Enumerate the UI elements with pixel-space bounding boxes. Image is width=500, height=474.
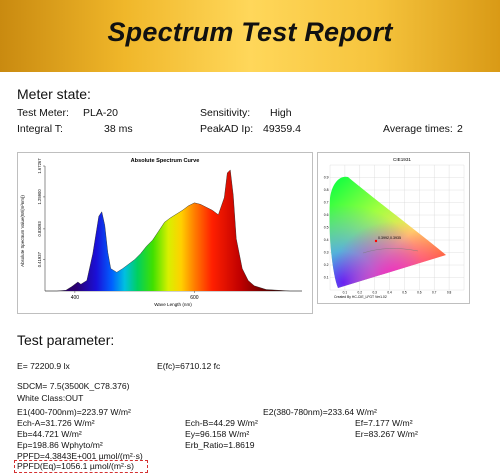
cie-ytick-label: 0.1 [324,276,329,280]
spectrum-xlabel: Wave Length (nm) [154,302,192,307]
cie-xtick-label: 0.6 [417,291,422,295]
ep-value: Ep=198.86 Wphyto/m² [17,440,103,450]
cie-xtick-label: 0.1 [343,291,348,295]
title-banner: Spectrum Test Report [0,0,500,72]
illuminance-fc: E(fc)=6710.12 fc [157,361,221,371]
ech-a-value: Ech-A=31.726 W/m² [17,418,95,428]
sensitivity-value: High [270,107,292,119]
spectrum-ytick-label: 1.25900 [37,189,42,205]
cie-title: CIE1931 [393,157,411,162]
test-meter-label: Test Meter: [17,107,69,119]
erb-ratio-value: Erb_Ratio=1.8619 [185,440,255,450]
cie-ytick-label: 0.6 [324,213,329,217]
spectrum-xtick-label: 600 [190,295,199,301]
sdcm-value: SDCM= 7.5(3500K_C78.376) [17,381,130,391]
e2-value: E2(380-780nm)=233.64 W/m² [263,407,377,417]
cie-chart: CIE1931 0.9 0.8 0.7 0.6 0.5 0.4 0.3 0.2 0.1 0.1 0.… [324,157,465,299]
test-parameter-heading: Test parameter: [17,332,115,348]
cie-caption: Created By HC-CIE_LFGT Ver1.02 [334,295,387,299]
report-title: Spectrum Test Report [107,17,393,47]
integral-value: 38 ms [104,123,133,135]
spectrum-line [45,169,302,292]
cie-chromaticity-point [374,239,378,243]
spectrum-ytick-label: 1.67267 [37,158,42,174]
spectrum-xtick-label: 400 [71,295,80,301]
spectrum-ylabel: Absolute Spectrum Value(W/(m²nm)) [20,195,25,267]
spectrum-ytick-label: 0.41937 [37,251,42,267]
cie-ytick-label: 0.7 [324,201,329,205]
cie-ytick-label: 0.3 [324,251,329,255]
spectrum-ytick-label: 0.83093 [37,221,42,237]
sensitivity-label: Sensitivity: [200,107,251,119]
integral-label: Integral T: [17,123,63,135]
cie-xtick-label: 0.7 [432,291,437,295]
cie-xtick-label: 0.5 [402,291,407,295]
meter-state-heading: Meter state: [17,86,91,102]
ef-value: Ef=7.177 W/m² [355,418,413,428]
test-meter-value: PLA-20 [83,107,119,119]
average-times-value: 2 [457,123,463,135]
ech-b-value: Ech-B=44.29 W/m² [185,418,258,428]
cie-chart-panel: CIE1931 0.9 0.8 0.7 0.6 0.5 0.4 0.3 0.2 0.1 0.1 0.… [317,152,470,304]
ppfd-value: PPFD=4.3843E+001 µmol/(m²·s) [17,451,143,461]
peakad-label: PeakAD Ip: [200,123,254,135]
ey-value: Ey=96.158 W/m² [185,429,250,439]
er-value: Er=83.267 W/m² [355,429,418,439]
cie-ytick-label: 0.5 [324,226,329,230]
cie-ytick-label: 0.4 [324,238,329,242]
ppfd-eq-value: PPFD(Eq)=1056.1 µmol/(m²·s) [17,461,134,471]
peakad-value: 49359.4 [263,123,301,135]
cie-xtick-label: 0.3 [372,291,377,295]
cie-ytick-label: 0.2 [324,263,329,267]
cie-ytick-label: 0.8 [324,188,329,192]
cie-point-label: 0.3992,0.3935 [378,236,401,240]
cie-ytick-label: 0.9 [324,176,329,180]
eb-value: Eb=44.721 W/m² [17,429,82,439]
cie-xtick-label: 0.8 [447,291,452,295]
spectrum-area [45,169,302,291]
ppfd-eq-highlight [14,460,148,473]
spectrum-chart-panel: Absolute Spectrum Curve 0.41937 0.83093 1.… [17,152,313,314]
cie-xtick-label: 0.4 [387,291,392,295]
cie-xtick-label: 0.2 [358,291,363,295]
white-class: White Class:OUT [17,393,84,403]
average-times-label: Average times: [383,123,453,135]
e1-value: E1(400-700nm)=223.97 W/m² [17,407,131,417]
spectrum-chart: Absolute Spectrum Curve 0.41937 0.83093 1.… [20,158,302,307]
illuminance-lx: E= 72200.9 lx [17,361,70,371]
spectrum-chart-title: Absolute Spectrum Curve [131,158,200,164]
